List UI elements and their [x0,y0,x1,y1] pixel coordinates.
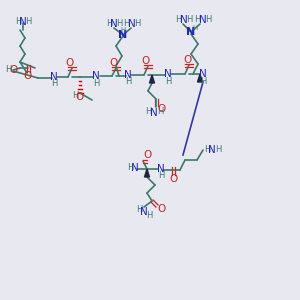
Text: O: O [142,56,150,66]
Text: H: H [15,17,21,26]
Text: H: H [51,80,57,88]
Text: N: N [131,163,139,173]
Text: O: O [183,55,191,65]
Text: H: H [123,20,129,28]
Text: H: H [194,16,200,25]
Text: O: O [157,204,165,214]
Text: O: O [24,71,32,81]
Text: O: O [66,58,74,68]
Text: H: H [215,146,221,154]
Text: N: N [186,27,196,37]
Text: N: N [140,207,148,217]
Text: H: H [125,77,131,86]
Text: H: H [205,16,211,25]
Text: N: N [150,108,158,118]
Text: H: H [186,16,192,25]
Text: H: H [175,16,181,25]
Text: N: N [124,70,132,80]
Text: H: H [72,91,78,100]
Text: H: H [145,107,151,116]
Polygon shape [197,74,202,82]
Text: H: H [25,17,31,26]
Text: H: H [116,20,122,28]
Text: H: H [127,163,133,172]
Text: H: H [5,65,11,74]
Text: N: N [118,30,127,40]
Text: H: H [200,76,206,85]
Text: N: N [164,69,172,79]
Text: H: H [157,107,163,116]
Text: O: O [76,92,84,102]
Text: H: H [93,79,99,88]
Text: O: O [9,65,17,75]
Text: H: H [165,76,171,85]
Polygon shape [145,169,149,177]
Text: O: O [110,58,118,68]
Text: N: N [199,69,207,79]
Text: N: N [19,17,27,27]
Text: N: N [157,164,165,174]
Text: N: N [92,71,100,81]
Polygon shape [149,75,154,83]
Text: O: O [143,150,151,160]
Text: H: H [192,25,198,31]
Text: H: H [204,146,210,154]
Text: H: H [136,205,142,214]
Text: N: N [50,72,58,82]
Text: N: N [128,19,136,29]
Text: N: N [110,19,118,29]
Text: N: N [199,15,207,25]
Text: O: O [169,174,177,184]
Text: H: H [158,172,164,181]
Text: H: H [146,211,152,220]
Text: H: H [134,20,140,28]
Text: N: N [208,145,216,155]
Text: O: O [158,104,166,114]
Text: N: N [180,15,188,25]
Text: H: H [106,20,112,28]
Text: H: H [120,27,126,33]
